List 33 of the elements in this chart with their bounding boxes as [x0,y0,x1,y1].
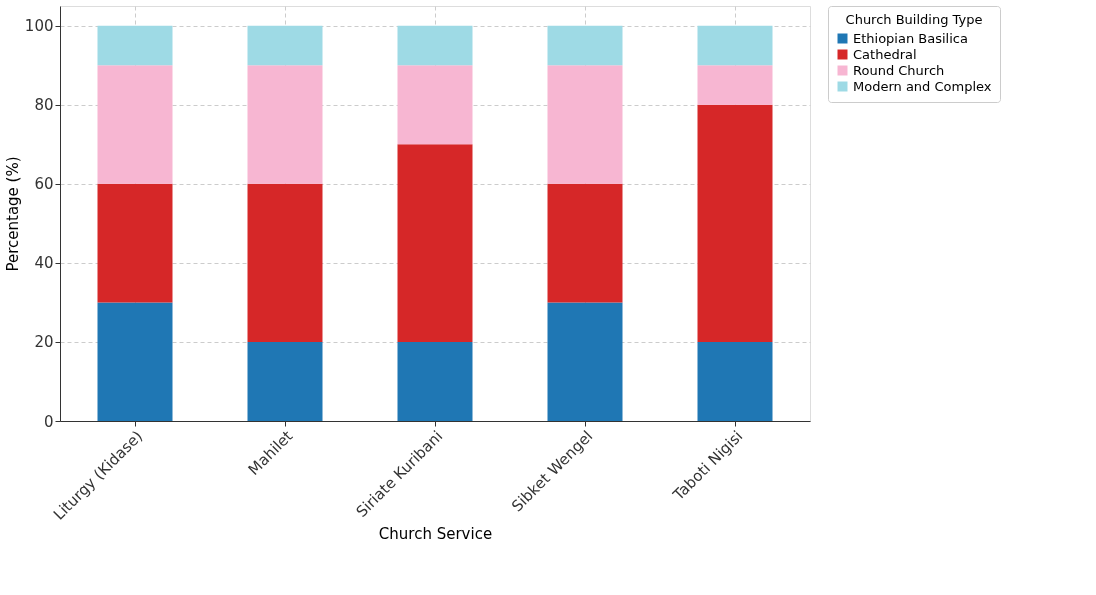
bar [247,341,323,421]
bar [397,144,473,342]
bar [547,65,623,184]
bar [97,302,173,421]
bar [697,341,773,421]
bar [547,302,623,421]
bar [247,65,323,184]
bar [97,25,173,66]
y-tick-label: 0 [43,412,54,431]
legend-label: Ethiopian Basilica [853,30,968,46]
bar [97,183,173,303]
y-tick-label: 100 [24,17,54,36]
bar [397,65,473,145]
y-tick-label: 60 [34,175,54,194]
legend-label: Cathedral [853,46,917,62]
bar [97,65,173,184]
bar [697,65,773,105]
x-axis-title: Church Service [378,524,493,543]
bar [697,104,773,342]
bar [397,25,473,66]
legend-title: Church Building Type [845,12,983,27]
bar [547,25,623,66]
y-tick-label: 40 [34,254,54,273]
bar [247,183,323,342]
y-tick-label: 80 [34,96,54,115]
y-tick-label: 20 [34,333,54,352]
bar [397,341,473,421]
legend-label: Round Church [853,62,945,78]
y-axis-title: Percentage (%) [3,156,22,272]
bar [547,183,623,303]
legend-label: Modern and Complex [853,78,992,94]
bar [697,25,773,66]
bar [247,25,323,66]
